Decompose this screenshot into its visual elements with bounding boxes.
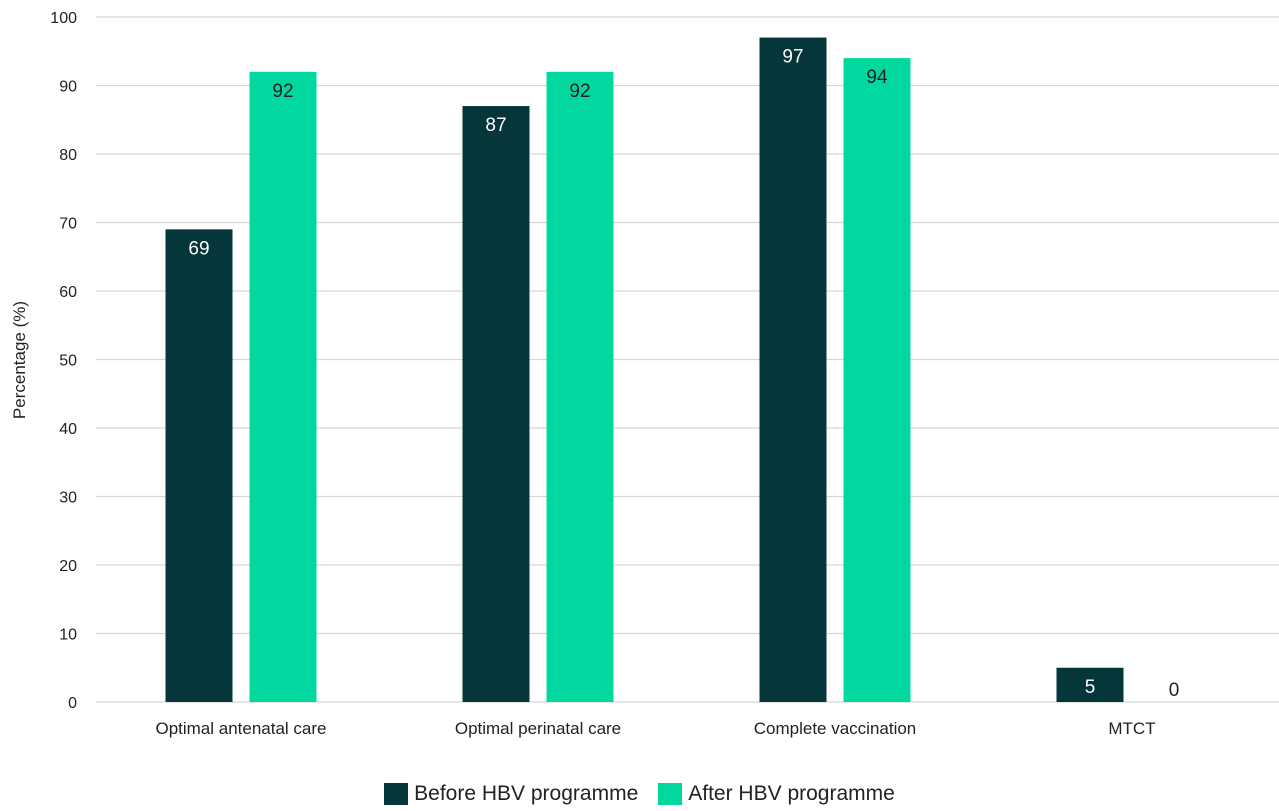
bars (165, 37, 1124, 703)
legend-label-before: Before HBV programme (414, 782, 639, 805)
data-label: 69 (188, 238, 209, 259)
y-axis-label: Percentage (%) (10, 301, 29, 419)
data-label: 0 (1169, 680, 1180, 701)
y-axis-ticks: 0 10 20 30 40 50 60 70 80 90 100 (50, 10, 77, 712)
y-tick-label: 80 (59, 147, 77, 164)
y-tick-label: 50 (59, 353, 77, 370)
data-label: 92 (272, 81, 293, 102)
x-category-label: Complete vaccination (754, 719, 917, 738)
data-label: 5 (1085, 677, 1096, 698)
data-labels: 69 92 87 92 97 94 5 0 (188, 47, 1179, 701)
y-tick-label: 60 (59, 284, 77, 301)
bar (546, 71, 614, 703)
x-axis-categories: Optimal antenatal care Optimal perinatal … (155, 719, 1155, 738)
bar (759, 37, 827, 703)
data-label: 92 (569, 81, 590, 102)
legend-swatch-after (658, 783, 683, 805)
y-tick-label: 0 (68, 695, 77, 712)
legend-item-before: Before HBV programme (384, 782, 638, 806)
bar (1056, 667, 1124, 702)
x-category-label: Optimal perinatal care (455, 719, 621, 738)
data-label: 87 (485, 115, 506, 136)
data-label: 97 (782, 47, 803, 68)
y-tick-label: 70 (59, 216, 77, 233)
bar (843, 58, 911, 703)
y-tick-label: 30 (59, 490, 77, 507)
legend-item-after: After HBV programme (658, 782, 895, 806)
data-label: 94 (866, 67, 888, 88)
y-tick-label: 20 (59, 558, 77, 575)
y-tick-label: 40 (59, 421, 77, 438)
y-tick-label: 90 (59, 79, 77, 96)
legend-label-after: After HBV programme (688, 782, 895, 805)
bar (462, 106, 530, 703)
bar (165, 229, 233, 702)
x-category-label: Optimal antenatal care (155, 719, 326, 738)
x-category-label: MTCT (1108, 719, 1155, 738)
y-tick-label: 100 (50, 10, 77, 27)
bar (249, 71, 317, 703)
legend-swatch-before (384, 783, 409, 805)
legend: Before HBV programme After HBV programme (0, 782, 1279, 806)
y-tick-label: 10 (59, 627, 77, 644)
